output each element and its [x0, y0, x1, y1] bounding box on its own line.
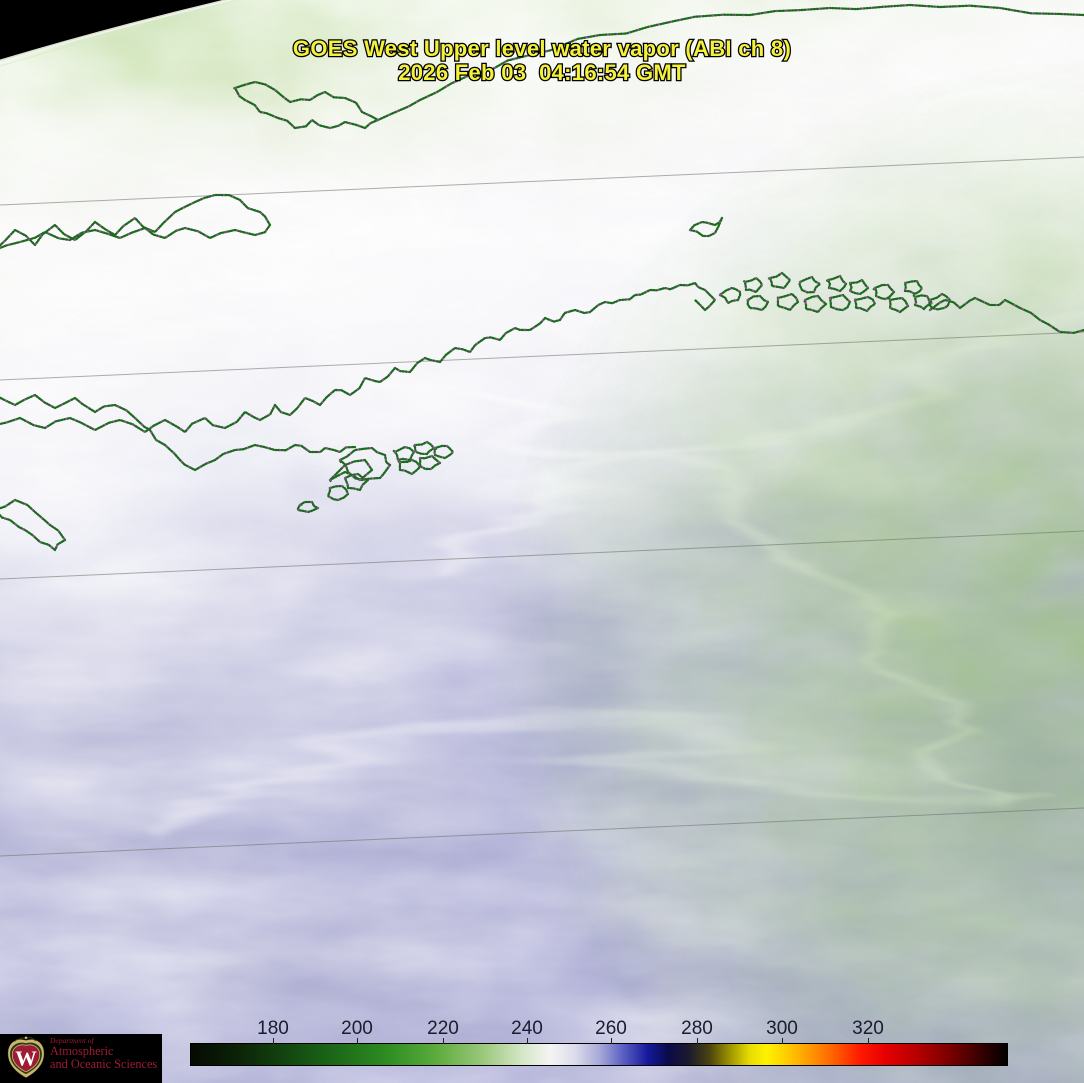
svg-text:W: W: [15, 1046, 37, 1070]
